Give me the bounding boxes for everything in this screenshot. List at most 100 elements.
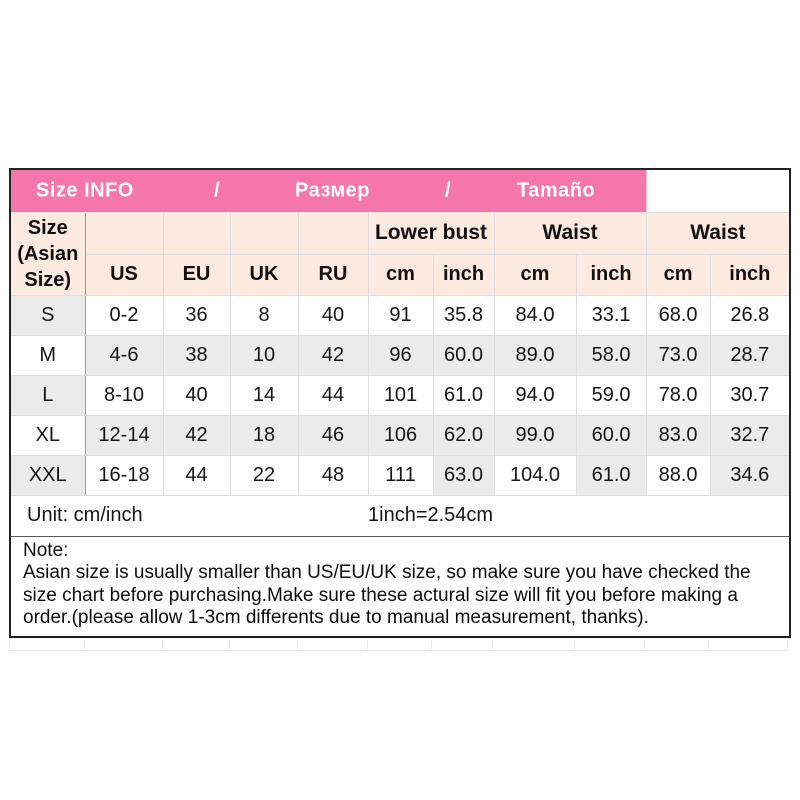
value-cell: 44	[162, 454, 231, 496]
value-cell: 73.0	[645, 334, 711, 376]
value-cell: 10	[229, 334, 299, 376]
value-cell: 33.1	[575, 294, 647, 336]
value-cell: 16-18	[84, 454, 164, 496]
size-header-line: (Asian	[17, 242, 79, 265]
empty-header-cell	[229, 211, 299, 255]
column-header-eu: EU	[162, 253, 231, 296]
title-tamano: Tamaño	[517, 179, 596, 202]
size-cell: L	[9, 374, 86, 416]
title-band: Size INFO / Размер / Tamaño	[9, 168, 647, 213]
value-cell: 101	[367, 374, 434, 416]
unit-label: Unit: cm/inch	[10, 494, 368, 537]
ghost-row	[9, 639, 788, 651]
value-cell: 22	[229, 454, 299, 496]
value-cell: 18	[229, 414, 299, 456]
value-cell: 32.7	[709, 414, 791, 456]
empty-header-cell	[297, 211, 369, 255]
value-cell: 111	[367, 454, 434, 496]
value-cell: 61.0	[432, 374, 495, 416]
value-cell: 60.0	[432, 334, 495, 376]
sub-header-row: US EU UK RU cm inch cm inch cm inch	[10, 253, 791, 296]
empty-header-cell	[84, 211, 164, 255]
value-cell: 63.0	[432, 454, 495, 496]
note-lines: Asian size is usually smaller than US/EU…	[23, 562, 781, 630]
value-cell: 30.7	[709, 374, 791, 416]
table-row: S 0-2 36 8 40 91 35.8 84.0 33.1 68.0 26.8	[9, 294, 791, 336]
value-cell: 96	[367, 334, 434, 376]
note-line: size chart before purchasing.Make sure t…	[23, 584, 738, 606]
title-slash-icon: /	[214, 179, 221, 202]
value-cell: 68.0	[645, 294, 711, 336]
table-row: XL 12-14 42 18 46 106 62.0 99.0 60.0 83.0 32.7	[9, 414, 791, 456]
value-cell: 35.8	[432, 294, 495, 336]
note-line: Asian size is usually smaller than US/EU…	[23, 562, 751, 583]
unit-header-cm: cm	[367, 253, 434, 296]
size-header-line: Size)	[24, 268, 72, 291]
size-cell: S	[9, 294, 86, 336]
value-cell: 12-14	[84, 414, 164, 456]
value-cell: 0-2	[84, 294, 164, 336]
value-cell: 26.8	[709, 294, 791, 336]
value-cell: 84.0	[493, 294, 577, 336]
table-body: S 0-2 36 8 40 91 35.8 84.0 33.1 68.0 26.8 M 4-6 38 10 4…	[9, 294, 791, 496]
value-cell: 40	[297, 294, 369, 336]
value-cell: 4-6	[84, 334, 164, 376]
empty-header-cell	[162, 211, 231, 255]
group-header-waist-2: Waist	[645, 211, 791, 255]
unit-header-inch: inch	[709, 253, 791, 296]
note-block: Note: Asian size is usually smaller than…	[9, 535, 791, 637]
title-band-row: Size INFO / Размер / Tamaño	[9, 168, 791, 213]
value-cell: 14	[229, 374, 299, 416]
value-cell: 83.0	[645, 414, 711, 456]
value-cell: 91	[367, 294, 434, 336]
size-column-header: Size (Asian Size)	[9, 211, 86, 296]
value-cell: 8-10	[84, 374, 164, 416]
unit-row: Unit: cm/inch 1inch=2.54cm	[10, 494, 791, 537]
value-cell: 60.0	[575, 414, 647, 456]
value-cell: 36	[162, 294, 231, 336]
note-line: order.(please allow 1-3cm differents due…	[23, 607, 649, 628]
value-cell: 59.0	[575, 374, 647, 416]
value-cell: 88.0	[645, 454, 711, 496]
title-size-info: Size INFO	[36, 179, 134, 202]
value-cell: 94.0	[493, 374, 577, 416]
value-cell: 78.0	[645, 374, 711, 416]
value-cell: 106	[367, 414, 434, 456]
table-row: L 8-10 40 14 44 101 61.0 94.0 59.0 78.0 30.7	[9, 374, 791, 416]
column-header-uk: UK	[229, 253, 299, 296]
group-header-row: Size (Asian Size) Lower bust Waist Waist	[9, 211, 791, 296]
unit-header-inch: inch	[575, 253, 647, 296]
value-cell: 40	[162, 374, 231, 416]
value-cell: 48	[297, 454, 369, 496]
value-cell: 61.0	[575, 454, 647, 496]
group-header-waist-1: Waist	[493, 211, 647, 255]
value-cell: 89.0	[493, 334, 577, 376]
conversion-label: 1inch=2.54cm	[368, 494, 791, 537]
value-cell: 42	[297, 334, 369, 376]
size-cell: XXL	[9, 454, 86, 496]
title-band-inner: Size INFO / Размер / Tamaño	[11, 170, 645, 211]
value-cell: 99.0	[493, 414, 577, 456]
table-row: M 4-6 38 10 42 96 60.0 89.0 58.0 73.0 28.7	[9, 334, 791, 376]
title-slash-icon: /	[445, 179, 452, 202]
value-cell: 28.7	[709, 334, 791, 376]
title-band-corner	[645, 168, 791, 213]
title-razmer: Размер	[295, 179, 371, 202]
value-cell: 46	[297, 414, 369, 456]
value-cell: 34.6	[709, 454, 791, 496]
size-table: Size INFO / Размер / Tamaño Size (Asian …	[9, 168, 792, 638]
note-title: Note:	[23, 539, 69, 561]
value-cell: 58.0	[575, 334, 647, 376]
note-row: Note: Asian size is usually smaller than…	[9, 535, 791, 637]
group-header-lower-bust: Lower bust	[367, 211, 495, 255]
size-chart: Size INFO / Размер / Tamaño Size (Asian …	[9, 168, 792, 651]
unit-header-cm: cm	[645, 253, 711, 296]
unit-header-inch: inch	[432, 253, 495, 296]
value-cell: 8	[229, 294, 299, 336]
value-cell: 38	[162, 334, 231, 376]
value-cell: 62.0	[432, 414, 495, 456]
size-cell: XL	[9, 414, 86, 456]
unit-header-cm: cm	[493, 253, 577, 296]
column-header-us: US	[84, 253, 164, 296]
